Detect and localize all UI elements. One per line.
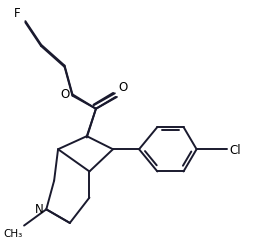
Text: F: F: [14, 6, 20, 20]
Text: N: N: [35, 202, 44, 215]
Text: O: O: [118, 81, 127, 94]
Text: CH₃: CH₃: [4, 228, 23, 238]
Text: O: O: [61, 87, 70, 100]
Text: Cl: Cl: [229, 143, 241, 156]
